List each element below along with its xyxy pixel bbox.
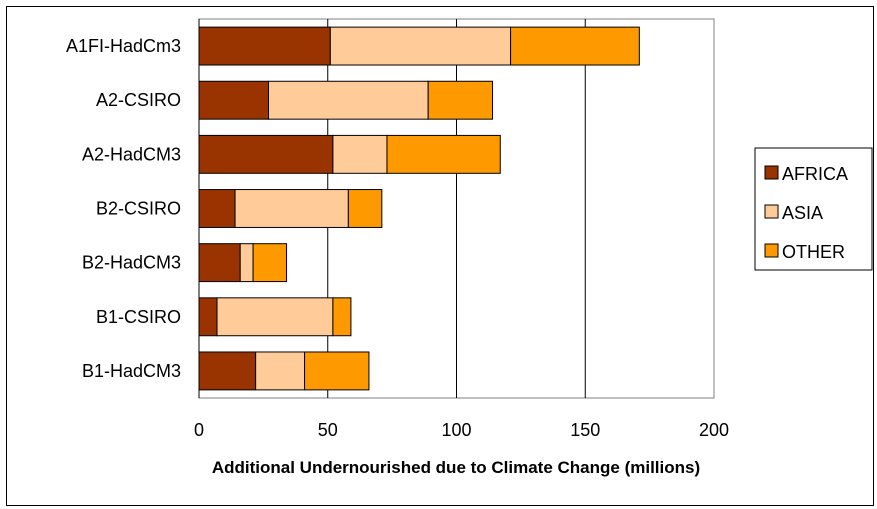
category-label: B2-CSIRO bbox=[96, 199, 181, 219]
bars-layer bbox=[198, 26, 640, 391]
category-label: B1-CSIRO bbox=[96, 307, 181, 327]
category-label: A2-HadCM3 bbox=[82, 144, 181, 164]
legend-swatch-africa bbox=[764, 165, 779, 180]
bar-segment-asia bbox=[255, 351, 306, 391]
legend: AFRICA ASIA OTHER bbox=[754, 147, 873, 271]
bar-segment-other bbox=[332, 297, 352, 337]
x-tick-label: 200 bbox=[699, 420, 729, 440]
bar-segment-asia bbox=[239, 243, 254, 283]
category-label: A2-CSIRO bbox=[96, 90, 181, 110]
legend-swatch-asia bbox=[764, 204, 779, 219]
bar-segment-asia bbox=[329, 26, 512, 66]
x-tick-label: 100 bbox=[441, 420, 471, 440]
bar-segment-other bbox=[510, 26, 640, 66]
bar-segment-africa bbox=[198, 297, 218, 337]
x-tick-label: 0 bbox=[194, 420, 204, 440]
x-tick-label: 150 bbox=[570, 420, 600, 440]
legend-label-africa: AFRICA bbox=[782, 164, 848, 184]
bar-segment-africa bbox=[198, 80, 270, 120]
x-tick-label: 50 bbox=[318, 420, 338, 440]
bar-segment-africa bbox=[198, 243, 241, 283]
bar-segment-asia bbox=[234, 189, 349, 228]
category-label: B2-HadCM3 bbox=[82, 253, 181, 273]
legend-label-other: OTHER bbox=[782, 242, 845, 262]
axis-layer: 0 50 100 150 200 A1FI-HadCm3 A2-CSIRO A2-HadCM3… bbox=[66, 19, 729, 440]
x-axis-label: Additional Undernourished due to Climate… bbox=[212, 458, 700, 477]
bar-segment-africa bbox=[198, 351, 257, 391]
bar-segment-asia bbox=[268, 80, 429, 120]
bar-segment-other bbox=[347, 189, 383, 228]
legend-label-asia: ASIA bbox=[782, 203, 823, 223]
category-label: B1-HadCM3 bbox=[82, 361, 181, 381]
category-label: A1FI-HadCm3 bbox=[66, 36, 181, 56]
bar-segment-africa bbox=[198, 26, 331, 66]
legend-swatch-other bbox=[764, 243, 779, 258]
bar-segment-other bbox=[252, 243, 288, 283]
bar-segment-africa bbox=[198, 134, 334, 174]
bar-segment-asia bbox=[332, 134, 388, 174]
bar-segment-other bbox=[304, 351, 370, 391]
bar-segment-asia bbox=[216, 297, 334, 337]
bar-segment-other bbox=[427, 80, 494, 120]
bar-segment-africa bbox=[198, 189, 236, 228]
bar-segment-other bbox=[386, 134, 501, 174]
